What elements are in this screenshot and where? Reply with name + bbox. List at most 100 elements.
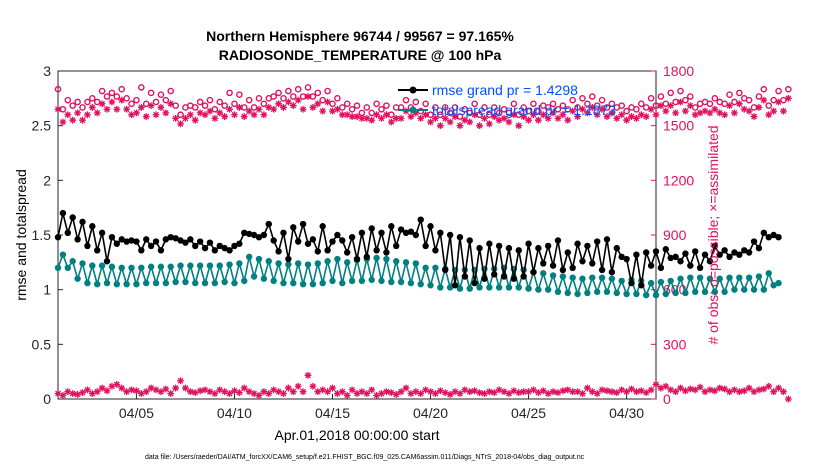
totalspread-point (407, 279, 415, 287)
totalspread-point (755, 273, 763, 280)
rmse-point (353, 255, 361, 263)
obs-assimilated-point (147, 102, 155, 110)
obs-possible-point (89, 95, 96, 102)
rmse-point (500, 273, 508, 280)
obs-possible-point (64, 96, 72, 104)
rmse-point (314, 248, 321, 255)
right-y-axis-label: # of obs: o=possible; ×=assimilated (705, 125, 721, 344)
rmse-point (775, 233, 782, 241)
obs-assimilated-point (711, 105, 719, 113)
totalspread-point (285, 261, 292, 268)
rmse-point (603, 236, 611, 243)
obs-rejected-point (456, 390, 464, 397)
totalspread-point (598, 274, 606, 281)
obs-possible-point (530, 100, 537, 108)
obs-rejected-point (182, 384, 189, 392)
obs-possible-point (775, 87, 782, 95)
obs-assimilated-point (485, 120, 493, 128)
rmse-point (628, 279, 635, 287)
obs-possible-point (191, 104, 199, 111)
obs-rejected-point (466, 388, 474, 396)
obs-rejected-point (677, 384, 684, 392)
obs-assimilated-point (383, 111, 390, 119)
obs-assimilated-point (775, 98, 782, 106)
totalspread-point (692, 288, 699, 296)
obs-possible-point (623, 107, 630, 115)
totalspread-point (770, 282, 777, 289)
obs-rejected-point (549, 388, 557, 396)
obs-assimilated-point (451, 113, 459, 120)
obs-rejected-point (583, 384, 591, 392)
totalspread-point (618, 277, 625, 285)
rmse-point (89, 223, 96, 230)
rmse-point (530, 268, 537, 276)
obs-assimilated-point (770, 107, 778, 115)
rmse-point (652, 248, 660, 255)
right-tick-label: 1200 (663, 172, 694, 188)
obs-rejected-point (255, 391, 263, 399)
obs-assimilated-point (289, 102, 297, 110)
obs-assimilated-point (338, 111, 346, 119)
rmse-point (711, 242, 719, 250)
rmse-point (250, 231, 258, 239)
rmse-point (613, 244, 620, 252)
obs-rejected-point (662, 382, 670, 390)
rmse-point (157, 247, 165, 254)
rmse-point (373, 247, 380, 254)
totalspread-point (657, 278, 665, 286)
obs-possible-point (74, 98, 81, 106)
obs-rejected-point (226, 390, 233, 397)
totalspread-point (348, 277, 356, 285)
obs-assimilated-point (353, 113, 361, 120)
obs-assimilated-point (358, 114, 366, 122)
rmse-point (103, 258, 111, 265)
rmse-point (363, 253, 371, 261)
totalspread-point (667, 277, 674, 285)
obs-rejected-point (167, 390, 175, 397)
totalspread-point (505, 284, 513, 291)
obs-assimilated-point (84, 111, 91, 119)
obs-assimilated-point (309, 104, 317, 111)
totalspread-point (59, 251, 67, 258)
obs-rejected-point (152, 386, 160, 394)
rmse-point (456, 233, 464, 241)
obs-possible-point (201, 102, 209, 109)
obs-rejected-point (672, 388, 680, 396)
obs-rejected-point (373, 391, 381, 399)
obs-assimilated-point (118, 96, 126, 104)
rmse-point (201, 244, 209, 252)
totalspread-point (687, 274, 694, 281)
totalspread-point (201, 279, 209, 287)
rmse-point (491, 271, 498, 278)
obs-assimilated-point (103, 105, 111, 113)
obs-assimilated-point (172, 114, 180, 122)
obs-possible-point (446, 109, 454, 117)
totalspread-point (559, 273, 567, 280)
totalspread-point (152, 279, 160, 287)
obs-assimilated-point (319, 107, 327, 115)
rmse-point (520, 273, 527, 280)
rmse-point (309, 236, 317, 243)
obs-assimilated-point (554, 114, 562, 122)
legend-rmse-marker (409, 86, 417, 94)
totalspread-point (466, 285, 473, 292)
rmse-point (486, 240, 493, 247)
right-tick-label: 1500 (663, 118, 694, 134)
obs-rejected-point (108, 382, 116, 390)
obs-assimilated-point (490, 113, 498, 120)
obs-rejected-point (647, 386, 655, 394)
obs-possible-point (260, 100, 268, 108)
obs-rejected-point (177, 377, 184, 385)
totalspread-point (113, 281, 121, 288)
totalspread-point (231, 279, 238, 287)
obs-rejected-point (74, 391, 82, 398)
obs-rejected-point (623, 388, 630, 396)
obs-assimilated-point (260, 111, 268, 119)
obs-assimilated-point (632, 114, 640, 122)
obs-rejected-point (93, 388, 101, 396)
rmse-point (270, 237, 277, 244)
totalspread-point (373, 254, 380, 262)
totalspread-point (677, 275, 684, 282)
obs-assimilated-point (304, 93, 312, 100)
